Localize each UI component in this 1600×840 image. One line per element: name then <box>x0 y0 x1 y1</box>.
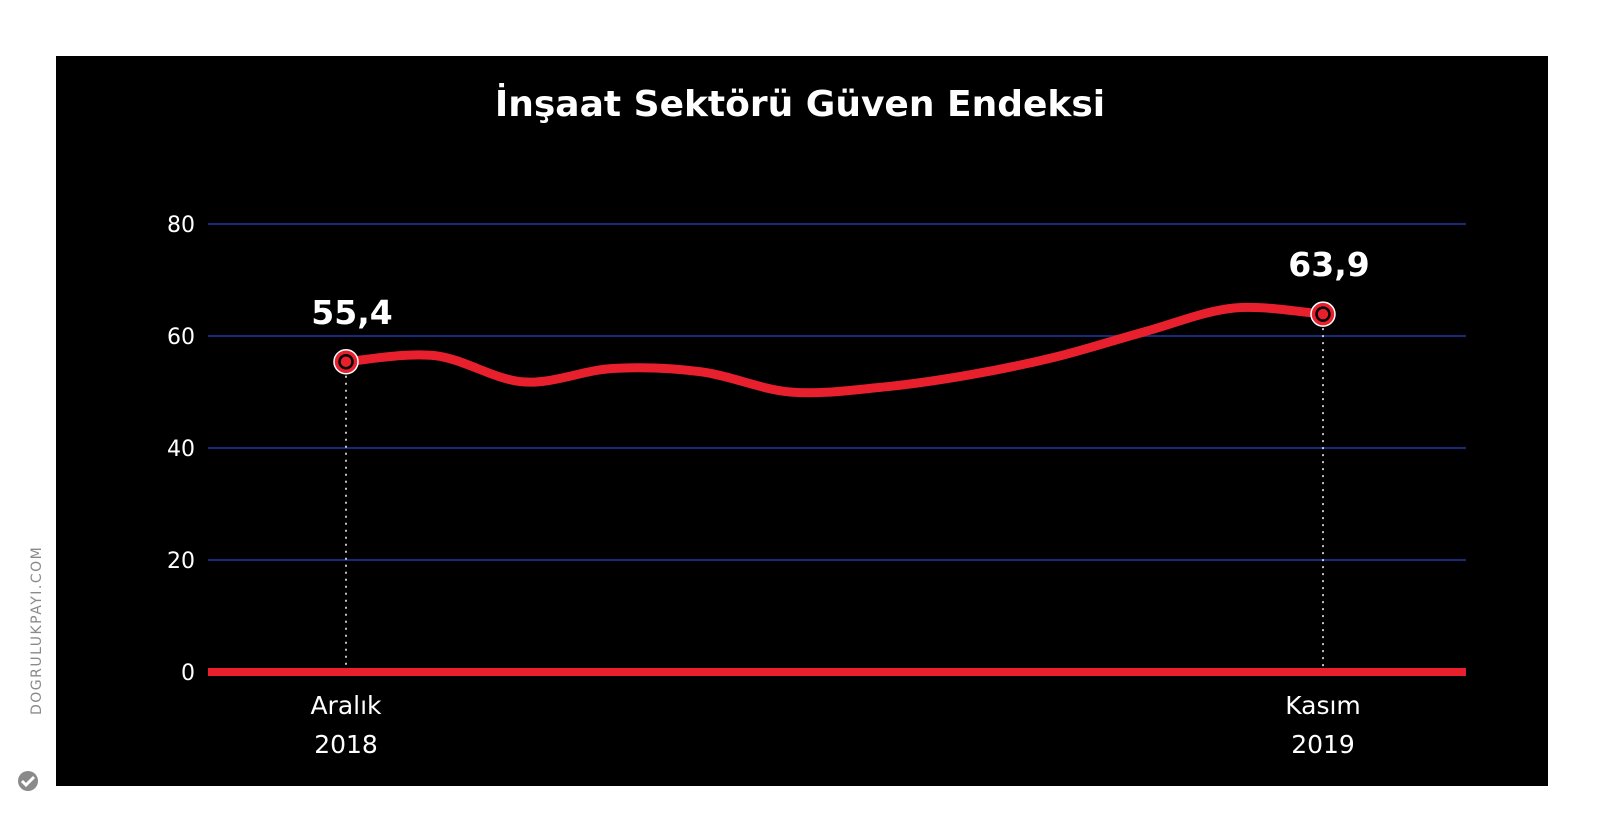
y-tick-label: 20 <box>167 549 195 574</box>
x-tick-label: Aralık <box>310 691 382 720</box>
y-tick-label: 40 <box>167 437 195 462</box>
x-tick-label: Kasım <box>1285 691 1361 720</box>
logo-icon <box>18 771 38 791</box>
data-point-inner <box>338 354 354 370</box>
data-label: 63,9 <box>1288 245 1369 284</box>
series-line <box>341 302 1328 398</box>
data-point-inner <box>1315 306 1331 322</box>
x-tick-label: 2018 <box>314 730 378 759</box>
y-tick-label: 80 <box>167 213 195 238</box>
watermark-text: DOGRULUKPAYI.COM <box>29 545 45 715</box>
y-tick-label: 0 <box>181 661 195 686</box>
x-tick-label: 2019 <box>1291 730 1355 759</box>
y-tick-label: 60 <box>167 325 195 350</box>
data-label: 55,4 <box>311 293 392 332</box>
chart-panel <box>56 56 1548 786</box>
chart-title: İnşaat Sektörü Güven Endeksi <box>494 84 1106 125</box>
